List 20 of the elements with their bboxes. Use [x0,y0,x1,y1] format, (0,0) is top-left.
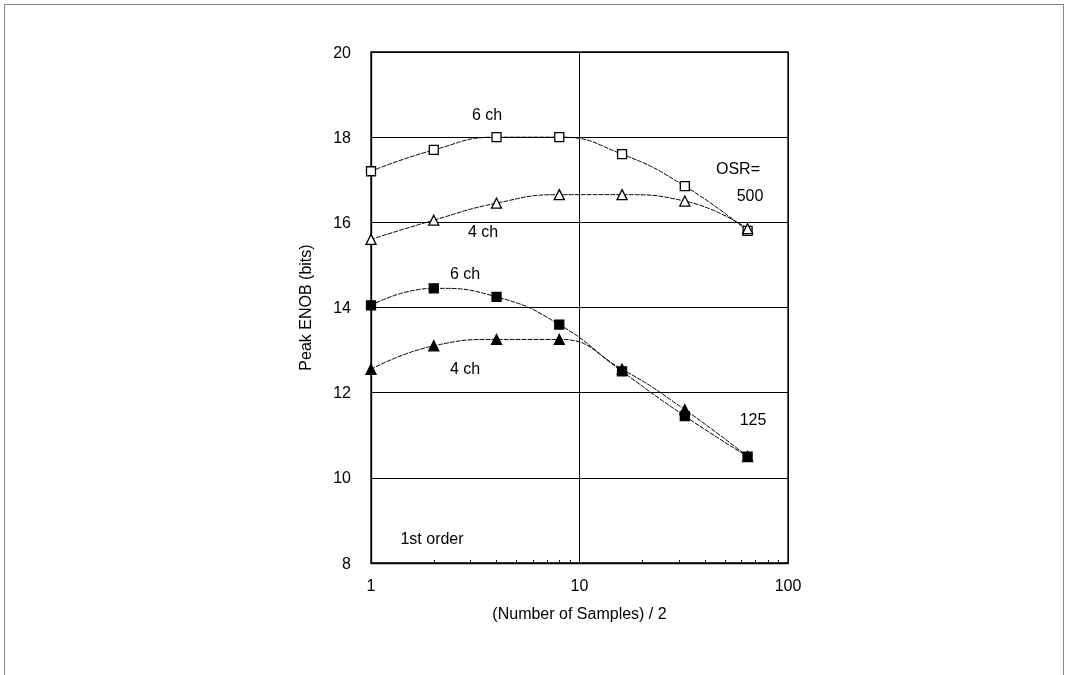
annotation: 4 ch [449,359,481,377]
annotation: 1st order [400,529,465,547]
y-tick-label: 18 [333,128,352,146]
annotation: 4 ch [467,222,499,240]
y-tick-label: 12 [333,384,352,402]
annotation: 500 [736,186,764,204]
x-tick-label: 1 [366,576,376,594]
x-tick-label: 10 [570,576,589,594]
annotation: 6 ch [449,264,481,282]
y-tick-label: 10 [333,469,352,487]
annotation: 6 ch [471,105,503,123]
y-tick-label: 16 [333,213,352,231]
y-tick-label: 20 [333,43,352,61]
x-tick-label: 100 [774,576,802,594]
annotation: 125 [739,410,767,428]
y-tick-label: 14 [333,299,352,316]
y-axis-title: Peak ENOB (bits) [296,244,314,371]
y-tick-label: 8 [342,554,352,572]
annotation: OSR= [715,159,761,177]
x-axis-title: (Number of Samples) / 2 [492,604,667,622]
